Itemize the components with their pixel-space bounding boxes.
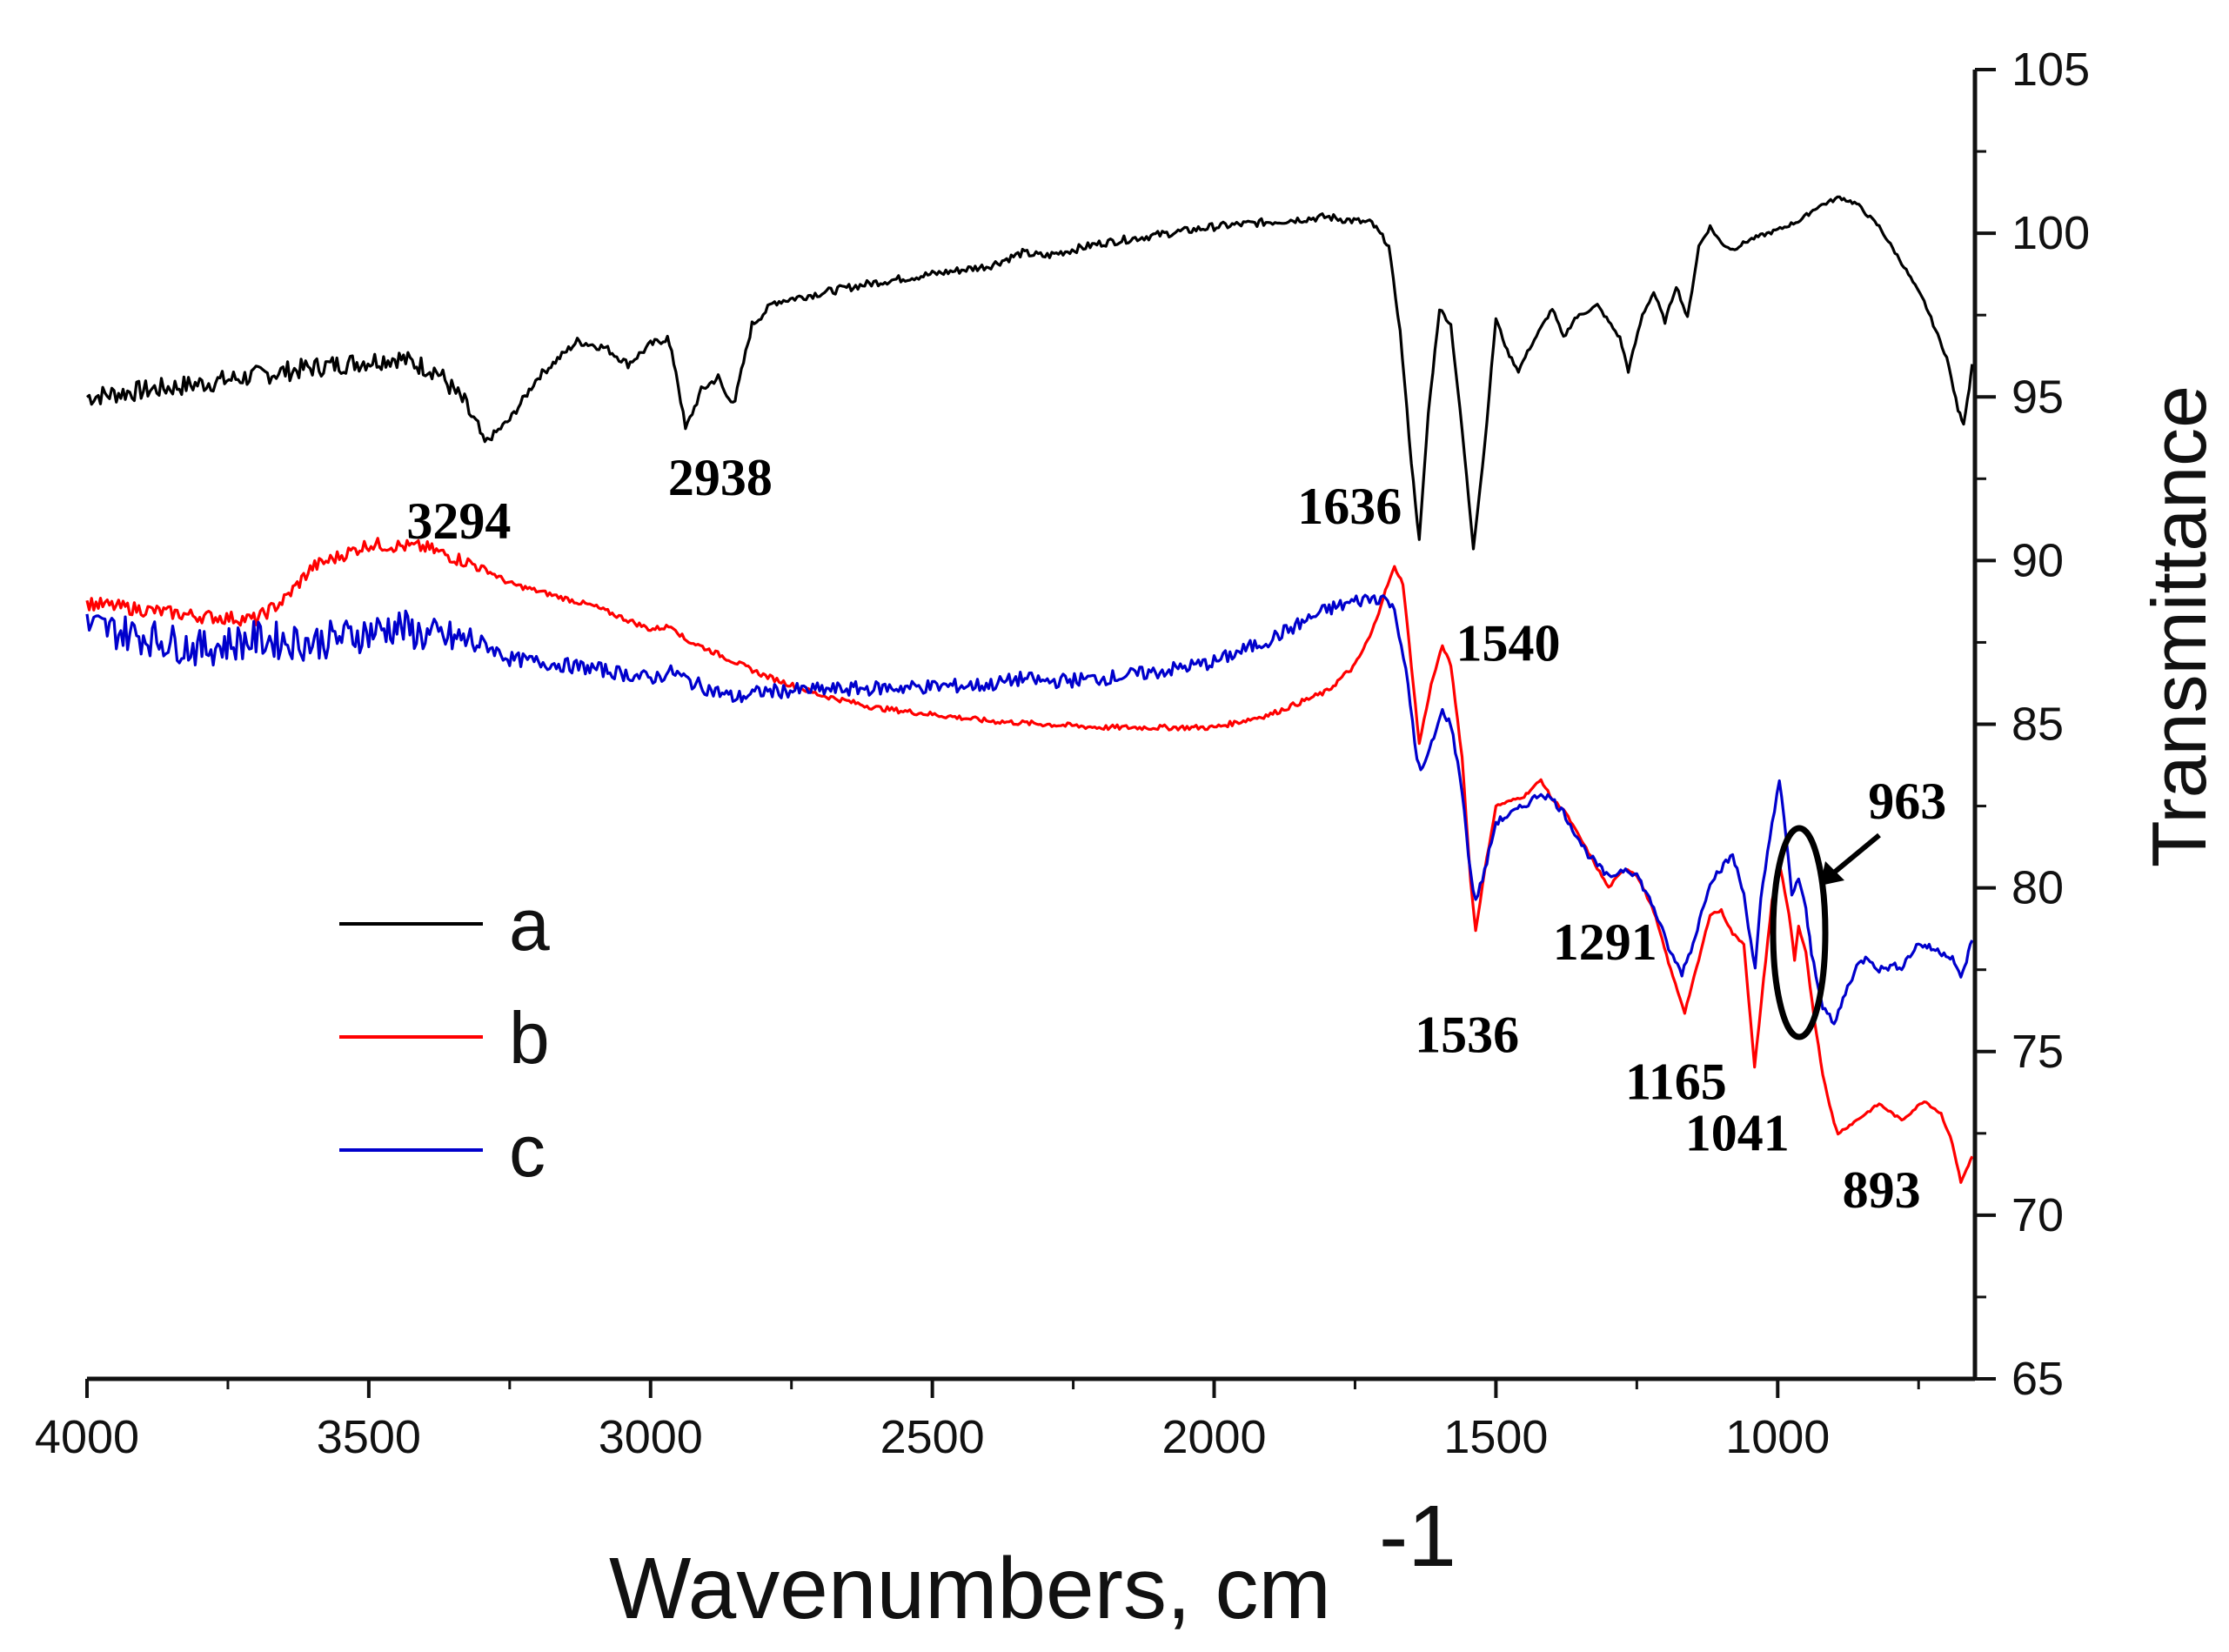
peak-label-1536: 1536 — [1415, 1007, 1519, 1064]
peak-label-1291: 1291 — [1553, 913, 1657, 971]
legend-label-a: a — [509, 884, 550, 966]
x-tick-label: 3500 — [317, 1411, 421, 1463]
x-axis-title: Wavenumbers, cm — [609, 1540, 1331, 1637]
y-tick-label: 100 — [2011, 207, 2090, 259]
peak-label-2938: 2938 — [668, 449, 773, 506]
y-axis-title: Transmittance — [2136, 385, 2222, 867]
peak-label-1041: 1041 — [1685, 1105, 1790, 1162]
series-b-line — [85, 537, 1974, 1184]
x-tick-label: 1000 — [1725, 1411, 1830, 1463]
y-tick-label: 90 — [2011, 534, 2064, 586]
series-group — [85, 195, 1974, 1184]
peak-label-1540: 1540 — [1456, 614, 1560, 672]
y-tick-label: 105 — [2011, 43, 2090, 96]
x-tick-label: 3000 — [599, 1411, 703, 1463]
y-tick-label: 85 — [2011, 699, 2064, 751]
peak-label-1165: 1165 — [1625, 1053, 1727, 1111]
y-tick-label: 80 — [2011, 862, 2064, 914]
y-tick-label: 65 — [2011, 1353, 2064, 1405]
y-tick-label: 95 — [2011, 371, 2064, 423]
peak-label-3294: 3294 — [406, 492, 511, 550]
x-axis-title-superscript: -1 — [1379, 1488, 1456, 1585]
y-tick-label: 70 — [2011, 1189, 2064, 1241]
x-tick-label: 2000 — [1161, 1411, 1266, 1463]
peak-label-963: 963 — [1868, 772, 1946, 830]
x-tick-label: 1500 — [1443, 1411, 1548, 1463]
x-ticks: 4000 3500 3000 2500 2000 1500 1000 — [35, 1379, 1920, 1463]
legend-label-b: b — [509, 997, 550, 1079]
peak-label-1636: 1636 — [1297, 478, 1402, 535]
x-tick-label: 4000 — [35, 1411, 139, 1463]
series-c-line — [85, 593, 1974, 1026]
y-tick-label: 75 — [2011, 1026, 2064, 1078]
legend-label-c: c — [509, 1110, 546, 1192]
series-a-line — [86, 195, 1974, 551]
y-ticks: 65 70 75 80 85 90 95 100 105 — [1975, 43, 2090, 1405]
legend: abc — [339, 884, 550, 1192]
x-axis-title-text: Wavenumbers, cm — [609, 1540, 1331, 1637]
x-tick-label: 2500 — [880, 1411, 985, 1463]
highlight-ellipse — [1770, 825, 1829, 1040]
peak-label-893: 893 — [1843, 1161, 1921, 1219]
arrow-963 — [1820, 833, 1881, 886]
